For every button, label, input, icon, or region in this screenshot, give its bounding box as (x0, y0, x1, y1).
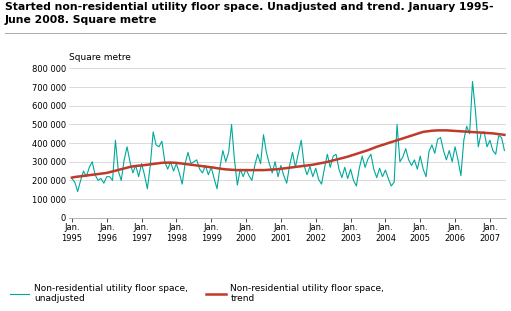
Non-residential utility floor space,
unadjusted (214, 187, 220, 191)
Non-residential utility floor space,
trend (211, 166, 217, 169)
Text: Started non-residential utility floor space. Unadjusted and trend. January 1995-: Started non-residential utility floor sp… (5, 2, 494, 12)
Legend: Non-residential utility floor space,
unadjusted, Non-residential utility floor s: Non-residential utility floor space, una… (10, 284, 384, 303)
Non-residential utility floor space,
unadjusted (69, 177, 75, 180)
Line: Non-residential utility floor space,
unadjusted: Non-residential utility floor space, una… (72, 81, 504, 192)
Non-residential utility floor space,
trend (295, 165, 301, 169)
Non-residential utility floor space,
trend (69, 176, 75, 179)
Non-residential utility floor space,
trend (434, 128, 440, 132)
Non-residential utility floor space,
unadjusted (298, 138, 304, 142)
Non-residential utility floor space,
unadjusted (316, 178, 322, 181)
Non-residential utility floor space,
unadjusted (501, 149, 507, 152)
Text: June 2008. Square metre: June 2008. Square metre (5, 15, 157, 25)
Text: Square metre: Square metre (68, 53, 130, 63)
Non-residential utility floor space,
unadjusted (429, 143, 435, 147)
Non-residential utility floor space,
trend (368, 147, 374, 151)
Non-residential utility floor space,
unadjusted (243, 167, 249, 171)
Non-residential utility floor space,
trend (426, 129, 432, 133)
Line: Non-residential utility floor space,
trend: Non-residential utility floor space, tre… (72, 130, 504, 178)
Non-residential utility floor space,
trend (313, 162, 319, 166)
Non-residential utility floor space,
unadjusted (75, 190, 81, 193)
Non-residential utility floor space,
unadjusted (470, 80, 476, 83)
Non-residential utility floor space,
unadjusted (371, 167, 377, 171)
Non-residential utility floor space,
trend (240, 168, 246, 172)
Non-residential utility floor space,
trend (501, 133, 507, 137)
